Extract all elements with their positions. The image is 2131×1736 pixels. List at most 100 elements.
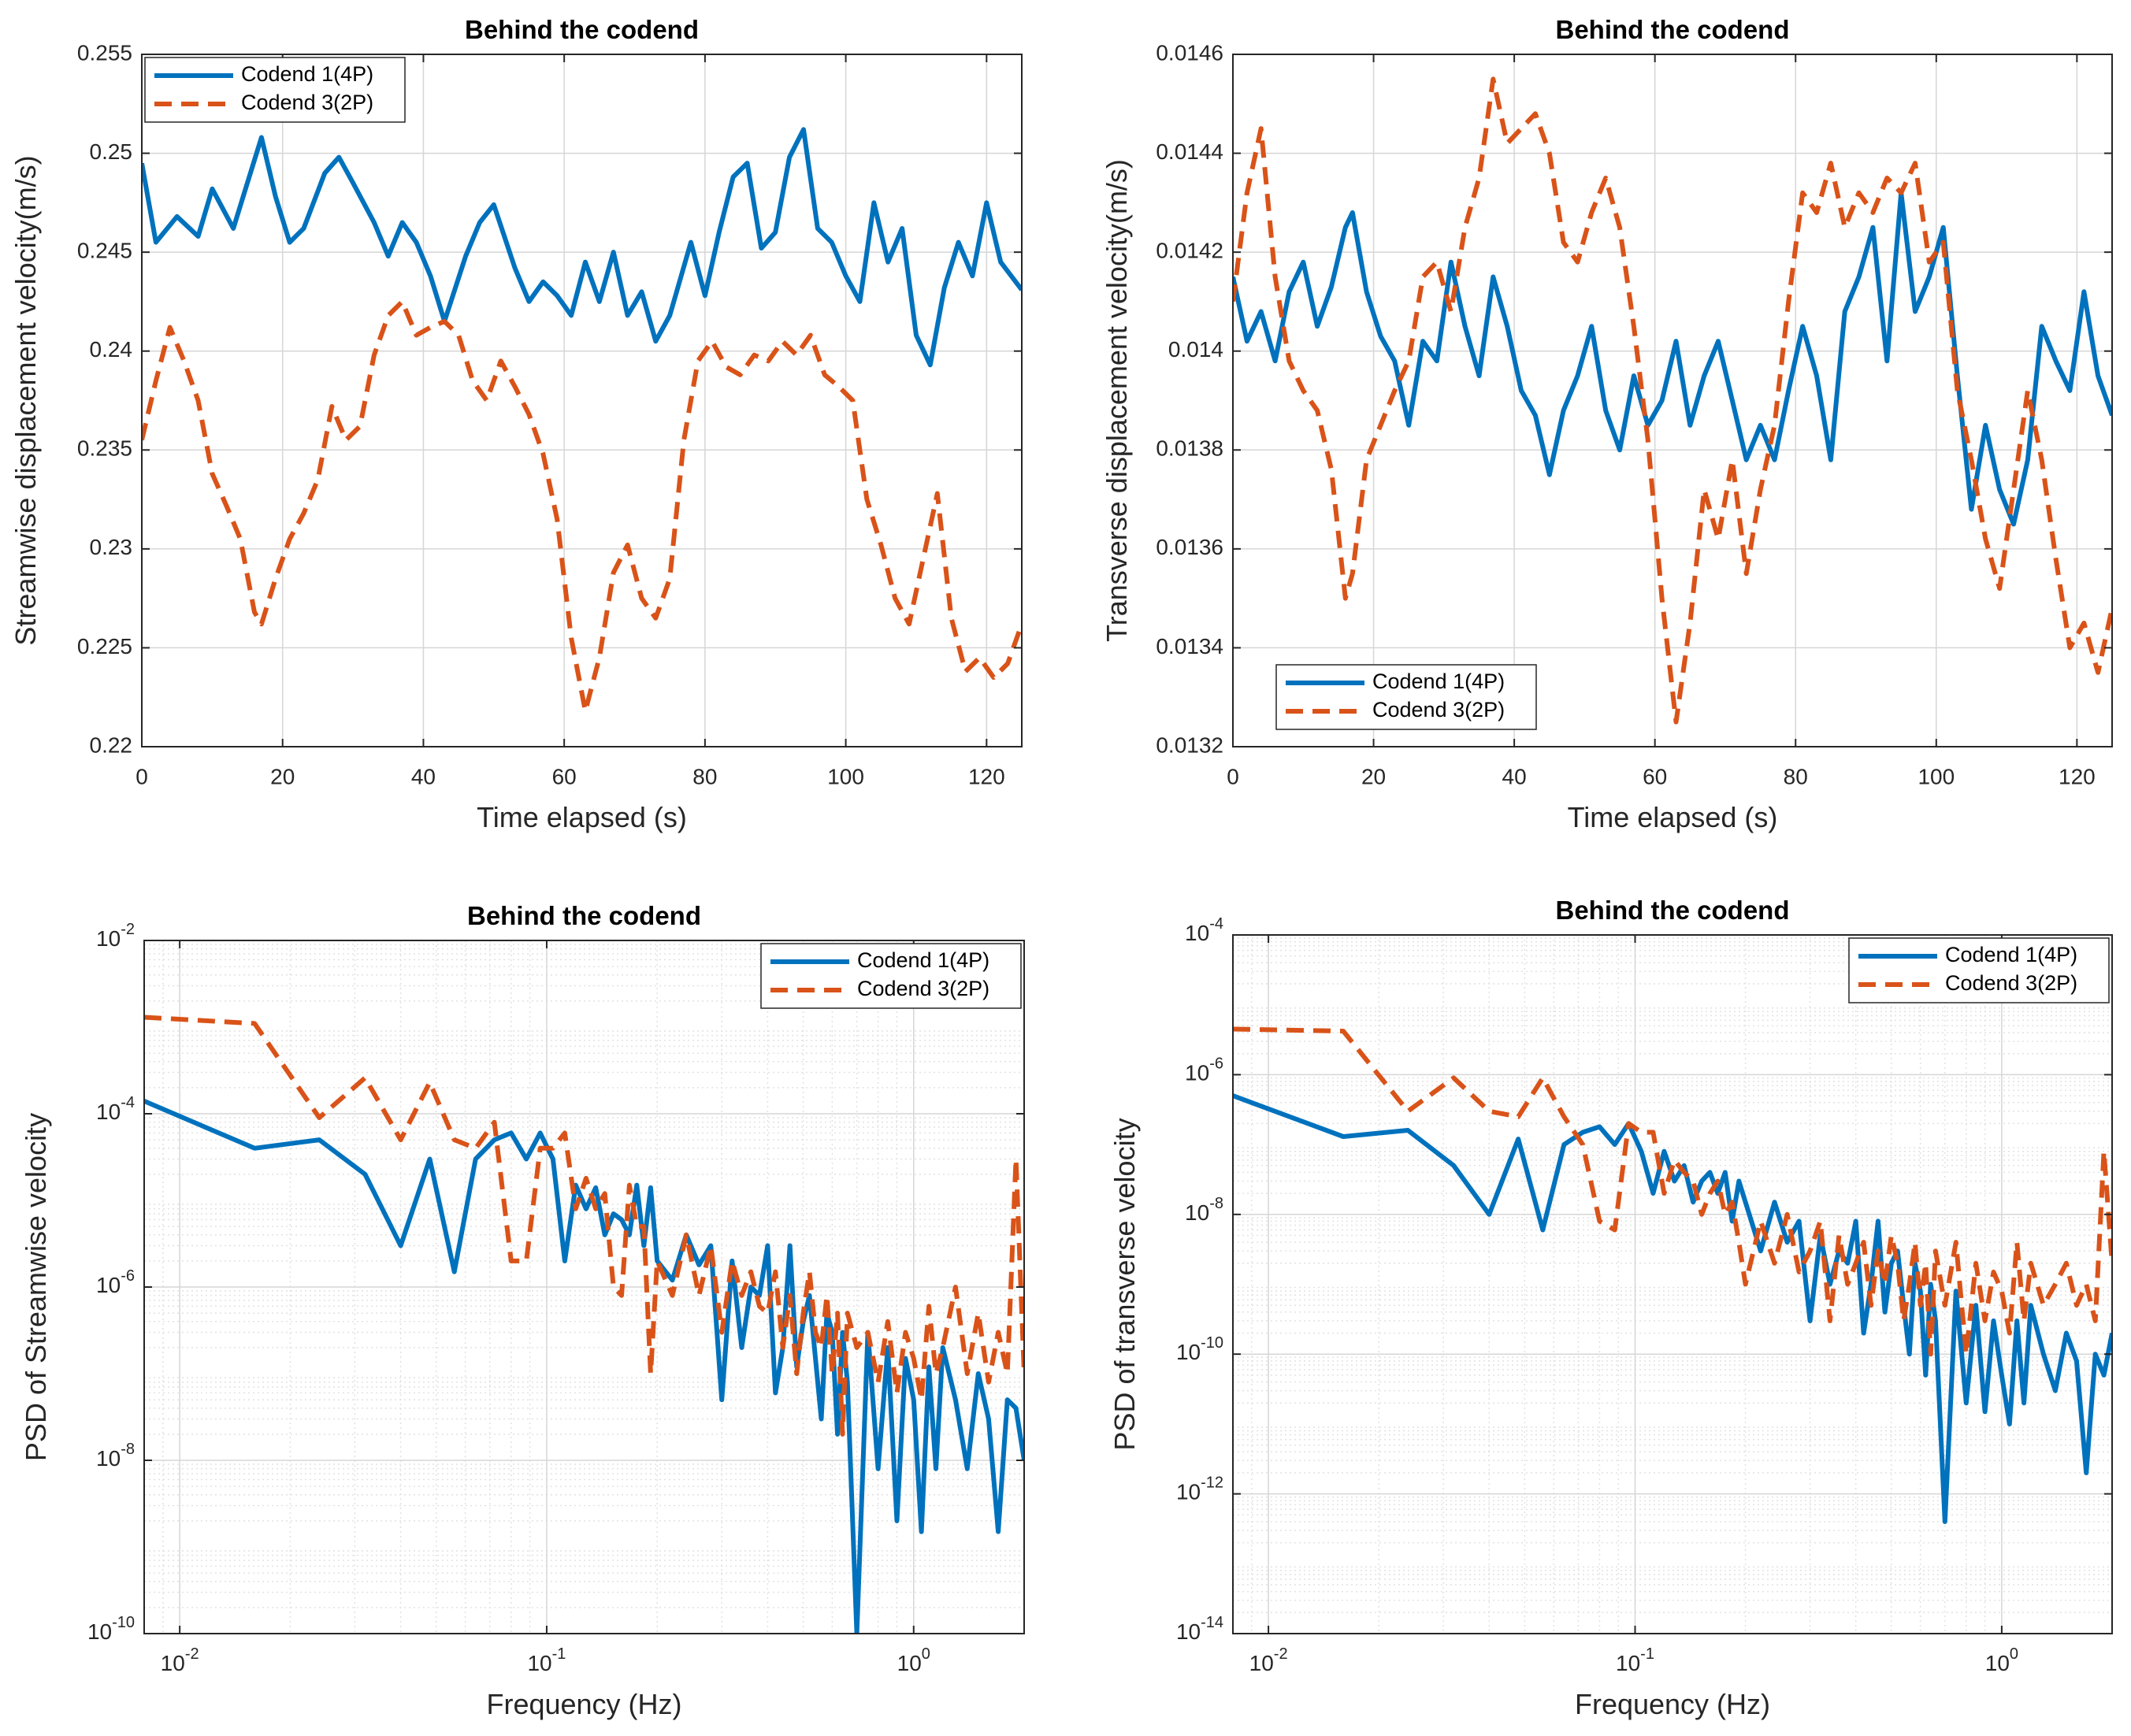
legend: Codend 1(4P) Codend 3(2P) [144, 57, 406, 123]
series-line-codend-3 [1233, 76, 2112, 725]
series-line-codend-1 [144, 1099, 1024, 1634]
y-tick-label: 0.245 [77, 239, 132, 263]
x-tick-label: 100 [827, 764, 864, 788]
x-tick-label: 100 [1918, 764, 1955, 788]
x-tick-label: 80 [1784, 764, 1808, 788]
x-tick-label: 20 [1361, 764, 1386, 788]
legend-entry-label: Codend 1(4P) [857, 948, 989, 972]
y-tick-label: 10-8 [1185, 1195, 1223, 1225]
x-tick-label: 60 [1643, 764, 1667, 788]
series-line-codend-1 [142, 127, 1022, 368]
plot-area [1233, 935, 2112, 1634]
x-tick-label: 40 [1502, 764, 1527, 788]
legend-box [1275, 664, 1537, 730]
y-tick-label: 0.014 [1168, 337, 1223, 362]
grid [1233, 934, 2112, 1634]
series-line-codend-3 [144, 1015, 1024, 1437]
x-tick-label: 120 [2059, 764, 2096, 788]
legend-box [1848, 937, 2110, 1003]
x-axis-label: Time elapsed (s) [477, 801, 687, 833]
x-tick-label: 100 [1985, 1645, 2018, 1675]
y-tick-label: 0.0132 [1156, 733, 1223, 757]
y-tick-label: 0.0136 [1156, 535, 1223, 559]
series-group [144, 1015, 1024, 1634]
y-tick-label: 10-10 [1176, 1334, 1223, 1364]
series-group [1233, 76, 2112, 725]
series-group [142, 127, 1022, 714]
y-tick-label: 0.0144 [1156, 139, 1223, 164]
y-tick-label: 10-10 [87, 1614, 135, 1644]
chart-title: Behind the codend [467, 901, 701, 930]
y-tick-label: 0.0138 [1156, 436, 1223, 461]
x-tick-label: 60 [552, 764, 577, 788]
x-tick-label: 120 [968, 764, 1005, 788]
y-tick-label: 10-14 [1176, 1614, 1223, 1644]
x-tick-label: 10-2 [1249, 1645, 1288, 1675]
y-tick-label: 10-4 [96, 1094, 135, 1124]
y-axis-label: Transverse displacement velocity(m/s) [1101, 159, 1133, 642]
legend-entry-label: Codend 3(2P) [1372, 698, 1505, 721]
plot-area [1233, 54, 2112, 747]
series-line-codend-1 [1233, 190, 2112, 527]
y-tick-label: 0.23 [90, 535, 133, 559]
legend-entry-label: Codend 3(2P) [857, 977, 989, 1000]
y-tick-label: 10-6 [1185, 1055, 1223, 1085]
legend-box [144, 57, 406, 123]
y-tick-label: 10-6 [96, 1267, 135, 1297]
plot-area [142, 54, 1022, 747]
x-tick-label: 0 [136, 764, 148, 788]
y-tick-label: 10-8 [96, 1441, 135, 1471]
chart-streamwise-psd: 10-2 10-1 100 10-10 10-8 10-6 10-4 10-2 Behind t… [20, 901, 1025, 1720]
series-line-codend-3 [142, 299, 1022, 714]
ticks: 0 20 40 60 80 100 120 0.0132 0.0134 0.0136 0.0138 0… [1156, 40, 2112, 788]
chart-streamwise-time: 0 20 40 60 80 100 120 0.22 0.225 0.23 0.235 0.24 0.2… [9, 15, 1023, 833]
axes-box [1232, 54, 2113, 747]
y-tick-label: 0.25 [90, 139, 133, 164]
x-tick-label: 20 [270, 764, 295, 788]
y-tick-label: 0.255 [77, 40, 132, 65]
y-axis-label: PSD of transverse velocity [1108, 1118, 1141, 1450]
legend-box [760, 943, 1022, 1009]
x-tick-label: 80 [692, 764, 717, 788]
x-tick-label: 0 [1227, 764, 1239, 788]
chart-title: Behind the codend [1556, 15, 1790, 44]
y-tick-label: 10-12 [1176, 1474, 1223, 1504]
x-tick-label: 10-2 [161, 1645, 199, 1675]
legend-entry-label: Codend 3(2P) [1945, 971, 2077, 995]
y-tick-label: 0.225 [77, 634, 132, 658]
y-tick-label: 10-4 [1185, 915, 1223, 945]
x-axis-label: Time elapsed (s) [1568, 801, 1778, 833]
ticks: 0 20 40 60 80 100 120 0.22 0.225 0.23 0.235 0.24 0.2… [77, 40, 1022, 788]
x-tick-label: 40 [411, 764, 436, 788]
chart-transverse-psd: 10-2 10-1 100 10-14 10-12 10-10 10-8 10-6 10-4 Be… [1108, 896, 2113, 1720]
y-tick-label: 0.0142 [1156, 239, 1223, 263]
axes-box [1232, 934, 2113, 1634]
y-tick-label: 0.24 [90, 337, 133, 362]
y-tick-label: 0.22 [90, 733, 133, 757]
axes-box [141, 54, 1023, 747]
x-tick-label: 10-1 [527, 1645, 566, 1675]
ticks: 10-2 10-1 100 10-14 10-12 10-10 10-8 10-6 10-4 [1176, 915, 2112, 1675]
legend: Codend 1(4P) Codend 3(2P) [760, 943, 1022, 1009]
legend: Codend 1(4P) Codend 3(2P) [1848, 937, 2110, 1003]
y-axis-label: PSD of Streamwise velocity [20, 1113, 52, 1461]
series-line-codend-3 [1233, 1026, 2112, 1357]
x-axis-label: Frequency (Hz) [486, 1688, 681, 1720]
legend: Codend 1(4P) Codend 3(2P) [1275, 664, 1537, 730]
y-tick-label: 10-2 [96, 921, 135, 951]
y-tick-label: 0.235 [77, 436, 132, 461]
legend-entry-label: Codend 1(4P) [1372, 670, 1505, 693]
chart-transverse-time: 0 20 40 60 80 100 120 0.0132 0.0134 0.0136 0.0138 0… [1101, 15, 2113, 833]
chart-title: Behind the codend [1556, 896, 1790, 925]
y-tick-label: 0.0146 [1156, 40, 1223, 65]
series-group [1233, 1026, 2112, 1524]
y-tick-label: 0.0134 [1156, 634, 1223, 658]
legend-entry-label: Codend 1(4P) [1945, 943, 2077, 966]
legend-entry-label: Codend 3(2P) [241, 91, 373, 114]
x-axis-label: Frequency (Hz) [1575, 1688, 1770, 1720]
chart-title: Behind the codend [465, 15, 699, 44]
legend-entry-label: Codend 1(4P) [241, 62, 373, 86]
x-tick-label: 10-1 [1616, 1645, 1654, 1675]
ticks: 10-2 10-1 100 10-10 10-8 10-6 10-4 10-2 [87, 921, 1024, 1675]
